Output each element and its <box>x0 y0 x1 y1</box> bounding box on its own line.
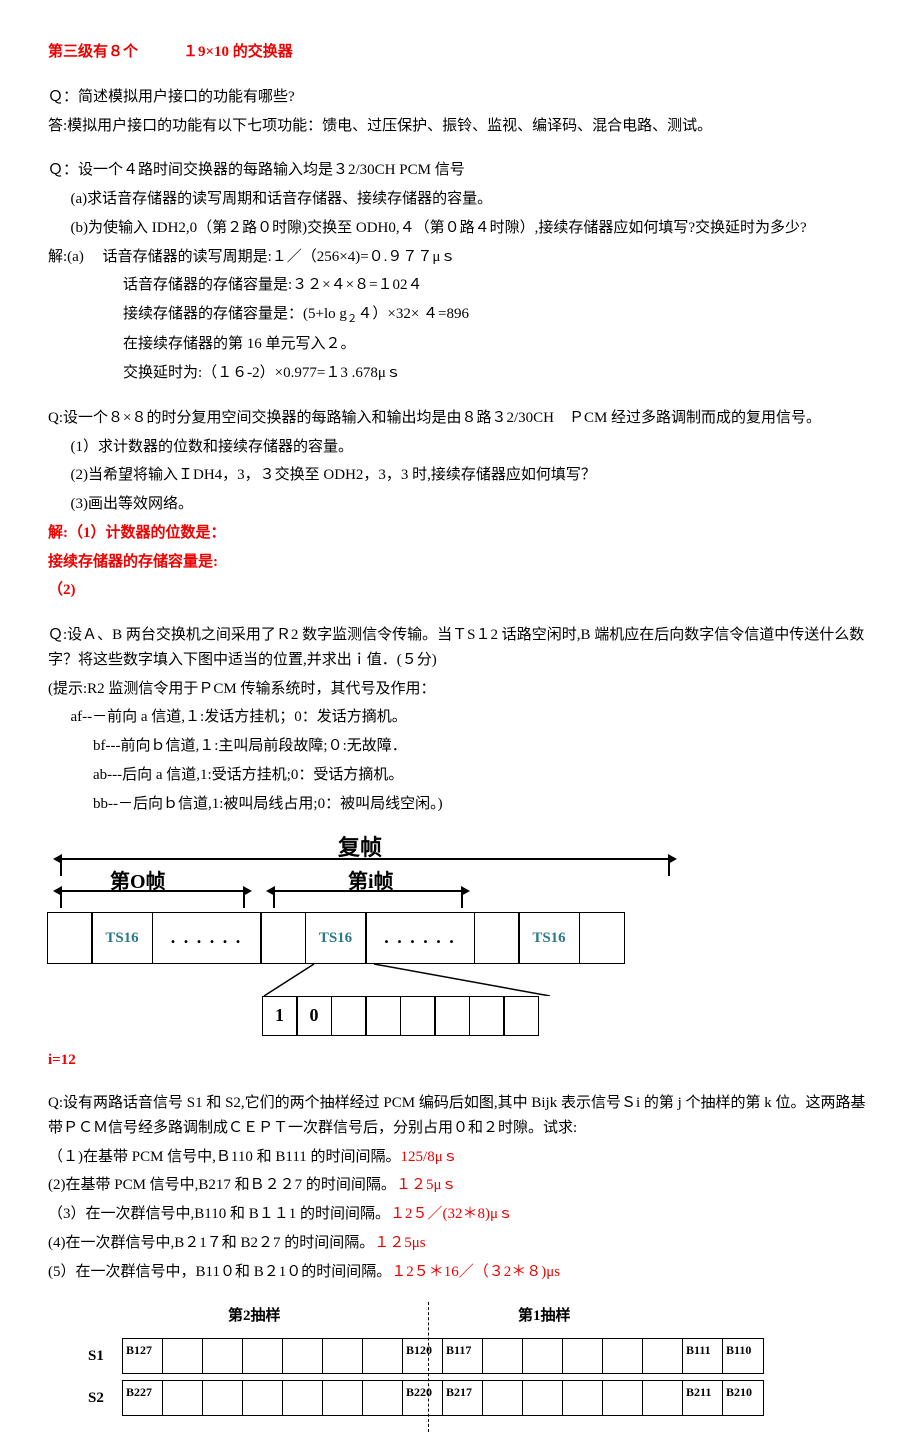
sample1-label: 第1抽样 <box>518 1304 571 1329</box>
q4-hint: (提示:R2 监测信令用于ＰCM 传输系统时，其代号及作用： <box>48 677 872 702</box>
dots-cell: . . . . . . <box>152 912 262 964</box>
i-value: i=12 <box>48 1048 872 1073</box>
sample-cell: B211 <box>683 1381 723 1415</box>
sample-cell: B220 <box>403 1381 443 1415</box>
q1-question: Ｑ：简述模拟用户接口的功能有哪些? <box>48 85 872 110</box>
sample-cell <box>643 1381 683 1415</box>
q4-af: af--－前向 a 信道,１:发话方挂机；0：发话方摘机。 <box>48 705 872 730</box>
sample-cell <box>163 1381 203 1415</box>
q2-sol-3: 接续存储器的存储容量是：(5+lo g２４）×32× ４=896 <box>48 302 872 328</box>
q5-l1: （１)在基带 PCM 信号中,Ｂ110 和 B111 的时间间隔。125/8μｓ <box>48 1145 872 1170</box>
sample-cell <box>203 1381 243 1415</box>
sample-cell <box>283 1381 323 1415</box>
q5-question: Q:设有两路话音信号 S1 和 S2,它们的两个抽样经过 PCM 编码后如图,其… <box>48 1091 872 1141</box>
sample-cell <box>523 1339 563 1373</box>
bit-cell: 0 <box>296 996 332 1036</box>
ts16-cell: TS16 <box>305 912 367 964</box>
sample-cell <box>483 1381 523 1415</box>
s2-label: S2 <box>88 1386 122 1411</box>
framei-bracket <box>273 890 463 908</box>
sample-cell: B120 <box>403 1339 443 1373</box>
sample-cell <box>603 1381 643 1415</box>
q2-sol-5: 交换延时为:（１６-2）×0.977=１3 .678μｓ <box>48 361 872 386</box>
sample-cell <box>323 1381 363 1415</box>
q3-part-3: (3)画出等效网络。 <box>48 492 872 517</box>
q3-part-2: (2)当希望将输入ＩDH4，3，３交换至 ODH2，3，3 时,接续存储器应如何… <box>48 463 872 488</box>
q2-part-b: (b)为使输入 IDH2,0（第２路０时隙)交换至 ODH0,４（第０路４时隙）… <box>48 216 872 241</box>
sample-cell <box>643 1339 683 1373</box>
sample-cell: B217 <box>443 1381 483 1415</box>
bit-cell: 1 <box>262 996 298 1036</box>
sample-cell <box>203 1339 243 1373</box>
q2-part-a: (a)求话音存储器的读写周期和话音存储器、接续存储器的容量。 <box>48 187 872 212</box>
frame0-bracket <box>60 890 245 908</box>
q5-l2: (2)在基带 PCM 信号中,B217 和Ｂ２２7 的时间间隔。１２5μｓ <box>48 1173 872 1198</box>
s1-label: S1 <box>88 1344 122 1369</box>
sample-cell <box>163 1339 203 1373</box>
ts16-cell: TS16 <box>518 912 580 964</box>
q2-sol-2: 话音存储器的存储容量是:３２×４×８=１02４ <box>48 273 872 298</box>
q5-l5: (5）在一次群信号中，B11０和 B２1０的时间间隔。１2５＊16／（３2＊８)… <box>48 1260 872 1285</box>
sample-cell <box>523 1381 563 1415</box>
sample-cell <box>363 1381 403 1415</box>
sample-cell <box>363 1339 403 1373</box>
frame-cells: TS16 . . . . . . TS16 . . . . . . TS16 <box>48 912 872 964</box>
q5-l3: （3）在一次群信号中,B110 和 B１１1 的时间间隔。１2５／(32＊8)μ… <box>48 1202 872 1227</box>
q3-ans-1: 解:（1）计数器的位数是： <box>48 521 872 546</box>
frame-diagram: 复帧 第O帧 第i帧 TS16 . . . . . . TS16 . . . .… <box>48 836 872 1036</box>
sub-cells: 1 0 <box>263 996 872 1036</box>
sample-cell <box>603 1339 643 1373</box>
sample-cell: B227 <box>123 1381 163 1415</box>
sample-cell <box>323 1339 363 1373</box>
ts16-cell: TS16 <box>91 912 153 964</box>
q2-sol-1: 解:(a) 话音存储器的读写周期是:１／（256×4)=０.９７７μｓ <box>48 245 872 270</box>
sample-cell: B127 <box>123 1339 163 1373</box>
sample-cell <box>243 1381 283 1415</box>
sample-cell <box>243 1339 283 1373</box>
q4-bb: bb--－后向ｂ信道,1:被叫局线占用;0：被叫局线空闲。) <box>48 792 872 817</box>
sample-cell: B210 <box>723 1381 763 1415</box>
sample-divider <box>428 1302 429 1432</box>
sample-row-s1: S1 B127 B120B117 B111B110 <box>88 1338 872 1374</box>
q3-ans-2: 接续存储器的存储容量是: <box>48 550 872 575</box>
q3-question: Q:设一个８×８的时分复用空间交换器的每路输入和输出均是由８路３2/30CH Ｐ… <box>48 406 872 431</box>
q2-sol-4: 在接续存储器的第 16 单元写入２。 <box>48 332 872 357</box>
q4-ab: ab---后向 a 信道,1:受话方挂机;0：受话方摘机。 <box>48 763 872 788</box>
sample-cell <box>283 1339 323 1373</box>
sample-cell: B110 <box>723 1339 763 1373</box>
q5-l4: (4)在一次群信号中,B２1７和 B2２7 的时间间隔。１２5μs <box>48 1231 872 1256</box>
sample-cell: B117 <box>443 1339 483 1373</box>
sample2-label: 第2抽样 <box>228 1304 281 1329</box>
sample-cell <box>563 1339 603 1373</box>
sample-cell: B111 <box>683 1339 723 1373</box>
dots-cell: . . . . . . <box>365 912 475 964</box>
q3-ans-3: （2) <box>48 578 872 603</box>
sample-cell <box>483 1339 523 1373</box>
q3-part-1: (1）求计数器的位数和接续存储器的容量。 <box>48 435 872 460</box>
stage3-header: 第三级有８个 １9×10 的交换器 <box>48 40 872 65</box>
sample-diagram: 第2抽样 第1抽样 S1 B127 B120B117 B111B110 S2 B22… <box>88 1304 872 1416</box>
q2-question: Ｑ：设一个４路时间交换器的每路输入均是３2/30CH PCM 信号 <box>48 158 872 183</box>
q4-question: Ｑ:设Ａ、B 两台交换机之间采用了Ｒ2 数字监测信令传输。当ＴS１2 话路空闲时… <box>48 623 872 673</box>
q1-answer: 答:模拟用户接口的功能有以下七项功能：馈电、过压保护、振铃、监视、编译码、混合电… <box>48 114 872 139</box>
sample-row-s2: S2 B227 B220B217 B211B210 <box>88 1380 872 1416</box>
sample-cell <box>563 1381 603 1415</box>
q4-bf: bf---前向ｂ信道,１:主叫局前段故障;０:无故障． <box>48 734 872 759</box>
